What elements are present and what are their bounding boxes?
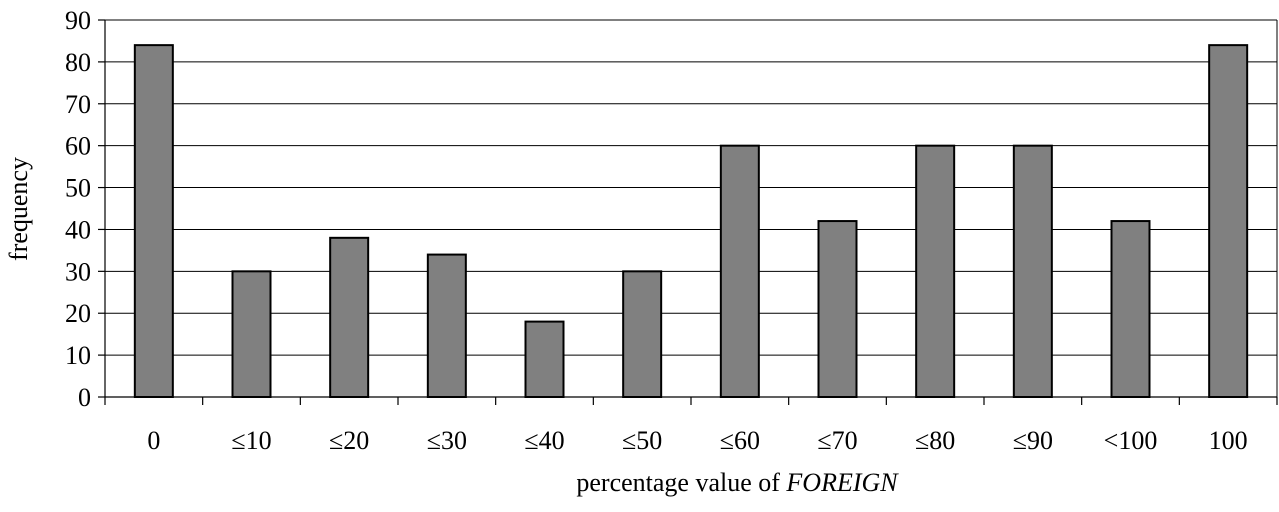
- y-tick-label: 20: [65, 299, 91, 328]
- bar: [329, 236, 370, 398]
- x-tick-label: ≤70: [817, 426, 857, 455]
- y-tick-label: 10: [65, 341, 91, 370]
- axes: [98, 19, 1278, 405]
- y-tick-label: 50: [65, 174, 91, 203]
- bar: [1208, 44, 1249, 399]
- x-tick-label: ≤30: [427, 426, 467, 455]
- y-tick-label: 60: [65, 132, 91, 161]
- bar: [524, 320, 565, 399]
- x-tick-label: ≤40: [524, 426, 564, 455]
- y-tick-label: 40: [65, 215, 91, 244]
- x-tick-label: ≤90: [1013, 426, 1053, 455]
- bars: [133, 44, 1249, 399]
- x-tick-label: ≤50: [622, 426, 662, 455]
- y-axis-title: frequency: [4, 157, 33, 261]
- x-tick-labels: 0 ≤10 ≤20 ≤30 ≤40 ≤50 ≤60 ≤70 ≤80 ≤90 <100 100: [147, 426, 1247, 455]
- bar: [426, 253, 467, 398]
- x-tick-label: ≤10: [231, 426, 271, 455]
- bar: [1110, 220, 1151, 398]
- bar: [1012, 144, 1053, 398]
- bar: [133, 44, 174, 399]
- y-tick-label: 0: [78, 383, 91, 412]
- bar: [622, 270, 663, 399]
- x-axis-title: percentage value of FOREIGN: [576, 468, 899, 497]
- x-axis-title-prefix: percentage value of: [576, 468, 786, 497]
- bar: [231, 270, 272, 399]
- x-tick-label: 0: [147, 426, 160, 455]
- x-tick-label: ≤20: [329, 426, 369, 455]
- x-tick-label: 100: [1209, 426, 1248, 455]
- x-tick-label: <100: [1104, 426, 1158, 455]
- x-tick-label: ≤80: [915, 426, 955, 455]
- bar: [817, 220, 858, 398]
- x-tick-label: ≤60: [720, 426, 760, 455]
- gridlines: [105, 19, 1277, 356]
- y-tick-label: 70: [65, 90, 91, 119]
- bar: [915, 144, 956, 398]
- y-tick-labels: 0 10 20 30 40 50 60 70 80 90: [65, 6, 91, 412]
- bar: [719, 144, 760, 398]
- y-tick-label: 90: [65, 6, 91, 35]
- y-tick-label: 30: [65, 257, 91, 286]
- x-axis-title-emphasis: FOREIGN: [785, 468, 899, 497]
- y-tick-label: 80: [65, 48, 91, 77]
